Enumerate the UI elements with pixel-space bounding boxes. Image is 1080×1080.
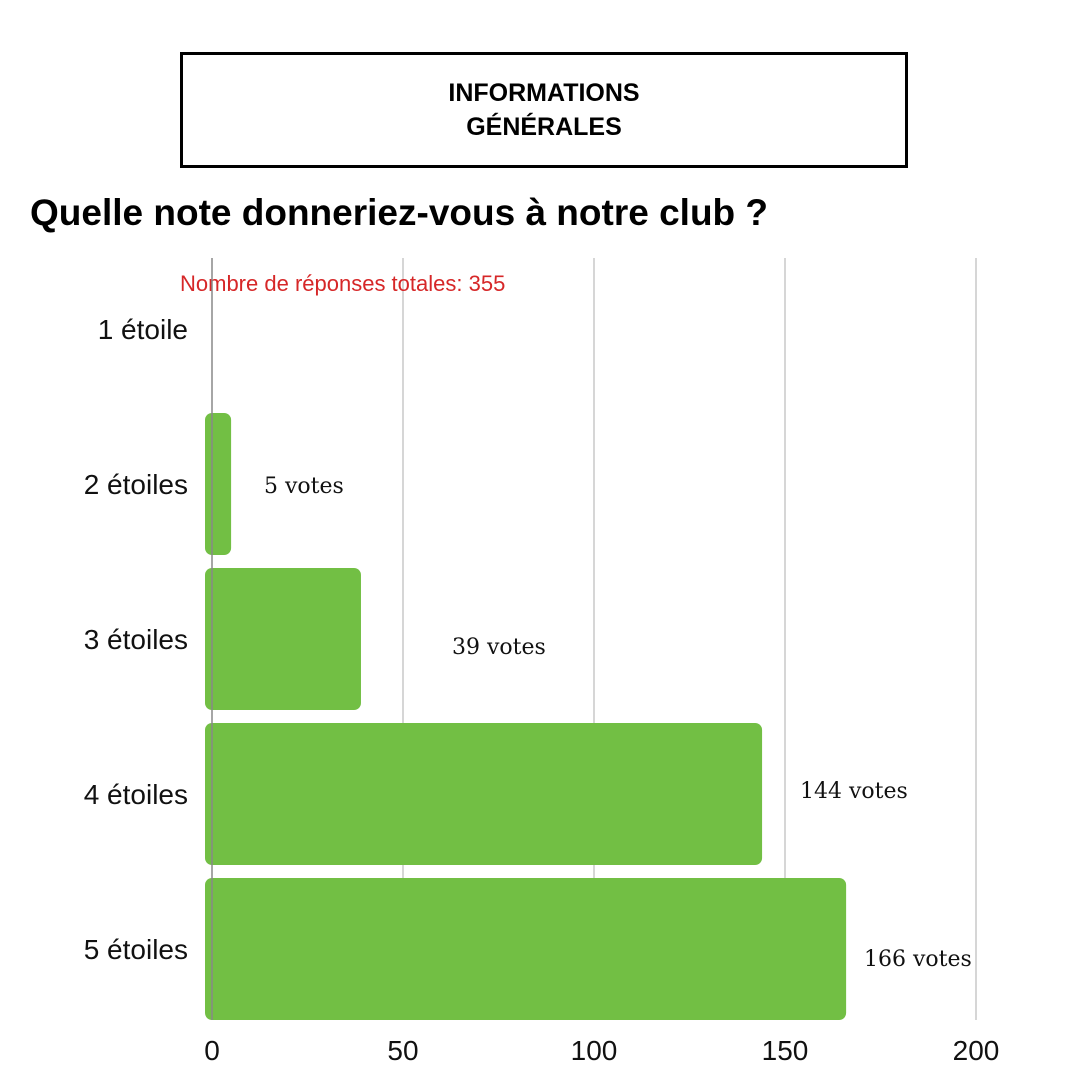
question-title: Quelle note donneriez-vous à notre club … xyxy=(30,192,769,233)
bar-rating-4 xyxy=(205,723,763,865)
x-tick-label-200: 200 xyxy=(953,1035,1000,1066)
data-label-rating-2: 5 votes xyxy=(264,474,344,499)
category-label-rating-4: 4 étoiles xyxy=(84,779,188,810)
total-responses-label: Nombre de réponses totales: 355 xyxy=(180,271,505,296)
header-title-line-1: INFORMATIONS xyxy=(448,79,640,107)
x-tick-label-50: 50 xyxy=(387,1035,418,1066)
x-tick-label-100: 100 xyxy=(571,1035,618,1066)
header-title-line-2: GÉNÉRALES xyxy=(466,113,622,141)
category-label-rating-2: 2 étoiles xyxy=(84,469,188,500)
bar-rating-5 xyxy=(205,878,847,1020)
data-label-rating-4: 144 votes xyxy=(800,779,908,804)
x-tick-label-0: 0 xyxy=(204,1035,220,1066)
data-label-rating-5: 166 votes xyxy=(864,947,972,972)
header-box: INFORMATIONS GÉNÉRALES xyxy=(180,52,908,168)
bar-rating-2 xyxy=(205,413,232,555)
x-tick-label-150: 150 xyxy=(762,1035,809,1066)
category-label-rating-1: 1 étoile xyxy=(98,314,188,345)
bar-rating-3 xyxy=(205,568,361,710)
category-label-rating-5: 5 étoiles xyxy=(84,934,188,965)
category-label-rating-3: 3 étoiles xyxy=(84,624,188,655)
data-label-rating-3: 39 votes xyxy=(452,635,546,660)
